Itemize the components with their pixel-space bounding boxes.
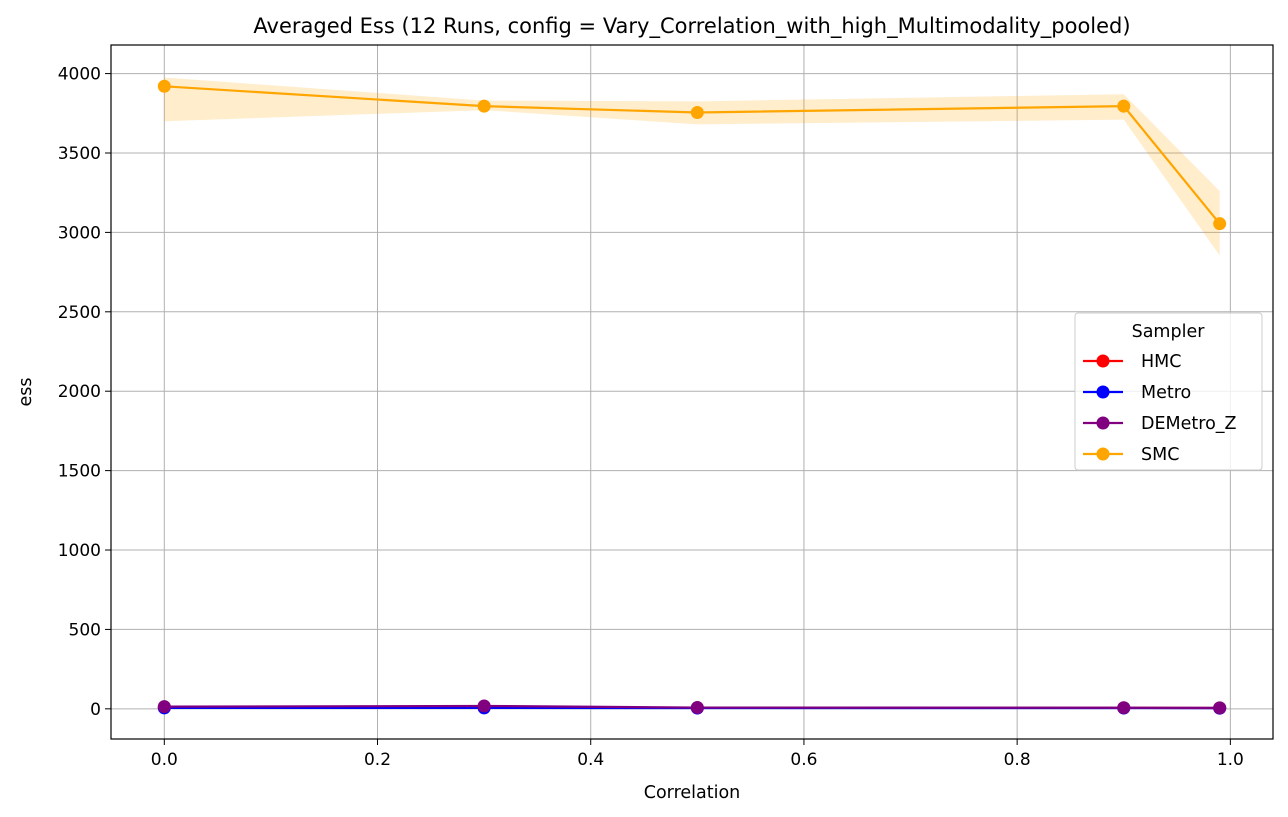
legend-box xyxy=(1074,312,1263,471)
x-tick-label: 0.6 xyxy=(790,750,817,770)
confidence-bands xyxy=(164,77,1220,709)
y-axis-ticks: 0 500 1000 1500 2000 2500 3000 3500 4000 xyxy=(58,65,111,720)
point-smc xyxy=(690,105,704,119)
point-demetro-z xyxy=(477,699,491,713)
point-demetro-z xyxy=(1117,701,1131,715)
legend-marker-hmc xyxy=(1096,354,1110,368)
x-axis-label: Correlation xyxy=(644,783,741,803)
band-smc xyxy=(164,77,1220,256)
point-smc xyxy=(1213,217,1227,231)
x-tick-label: 0.2 xyxy=(364,750,391,770)
legend-marker-smc xyxy=(1096,447,1110,461)
legend-label-demetro-z: DEMetro_Z xyxy=(1141,414,1237,434)
legend-label-metro: Metro xyxy=(1141,383,1191,403)
y-tick-label: 4000 xyxy=(58,65,101,85)
x-tick-label: 1.0 xyxy=(1217,750,1244,770)
y-tick-label: 0 xyxy=(90,700,101,720)
legend-marker-metro xyxy=(1096,385,1110,399)
point-demetro-z xyxy=(690,701,704,715)
point-demetro-z xyxy=(1213,701,1227,715)
legend-title: Sampler xyxy=(1132,322,1206,342)
legend: Sampler HMC Metro DEMetro_Z SMC xyxy=(1074,312,1263,471)
series-points xyxy=(157,79,1227,715)
y-tick-label: 2000 xyxy=(58,382,101,402)
legend-items: HMC Metro DEMetro_Z SMC xyxy=(1083,352,1237,465)
plot-frame xyxy=(110,44,1274,740)
point-demetro-z xyxy=(157,700,171,714)
point-smc xyxy=(477,99,491,113)
y-axis-label: ess xyxy=(16,377,36,406)
series-lines xyxy=(164,85,1221,710)
x-tick-label: 0.0 xyxy=(151,750,178,770)
y-tick-label: 3500 xyxy=(58,144,101,164)
point-smc xyxy=(1117,99,1131,113)
legend-label-smc: SMC xyxy=(1141,445,1179,465)
y-tick-label: 3000 xyxy=(58,223,101,243)
y-tick-label: 500 xyxy=(69,620,101,640)
chart-title: Averaged Ess (12 Runs, config = Vary_Cor… xyxy=(253,14,1130,39)
y-tick-label: 2500 xyxy=(58,303,101,323)
legend-marker-demetro-z xyxy=(1096,416,1110,430)
x-axis-ticks: 0.0 0.2 0.4 0.6 0.8 1.0 xyxy=(151,739,1244,770)
x-tick-label: 0.8 xyxy=(1004,750,1031,770)
x-tick-label: 0.4 xyxy=(577,750,604,770)
point-smc xyxy=(157,79,171,93)
y-tick-label: 1000 xyxy=(58,541,101,561)
legend-label-hmc: HMC xyxy=(1141,352,1181,372)
y-tick-label: 1500 xyxy=(58,462,101,482)
